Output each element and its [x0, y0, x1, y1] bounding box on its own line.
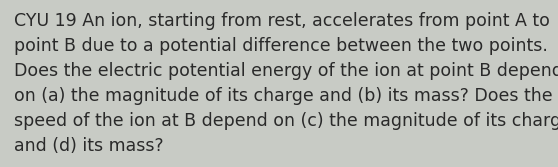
Text: CYU 19 An ion, starting from rest, accelerates from point A to
point B due to a : CYU 19 An ion, starting from rest, accel…	[14, 12, 558, 155]
